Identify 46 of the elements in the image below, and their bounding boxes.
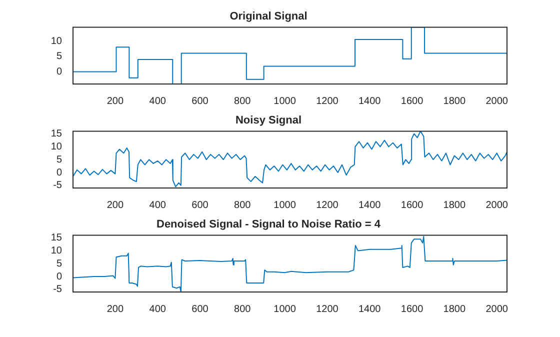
x-tick-label: 1200 xyxy=(316,304,339,315)
x-tick-label: 1000 xyxy=(274,96,296,107)
x-tick-label: 200 xyxy=(106,96,124,107)
y-tick-label: 5 xyxy=(56,258,62,270)
x-tick-label: 1600 xyxy=(400,304,424,315)
x-tick-label: 600 xyxy=(192,304,209,315)
y-tick-label: 0 xyxy=(56,271,62,282)
x-tick-label: 800 xyxy=(234,304,252,315)
chart-title: Denoised Signal - Signal to Noise Ratio = 4 xyxy=(156,218,382,231)
x-tick-label: 1400 xyxy=(358,304,382,315)
x-tick-label: 800 xyxy=(234,200,252,211)
y-tick-label: -5 xyxy=(53,180,62,192)
x-tick-label: 1600 xyxy=(400,200,424,211)
chart-title: Original Signal xyxy=(230,10,308,23)
x-tick-label: 1000 xyxy=(274,304,296,315)
y-tick-label: 10 xyxy=(50,141,62,152)
y-tick-label: -5 xyxy=(53,284,62,296)
x-tick-label: 1800 xyxy=(443,304,466,315)
x-tick-label: 600 xyxy=(192,200,209,211)
y-tick-label: 0 xyxy=(56,167,62,178)
y-tick-label: 15 xyxy=(50,232,62,244)
x-tick-label: 400 xyxy=(149,200,166,211)
y-tick-label: 15 xyxy=(50,128,62,140)
x-tick-label: 2000 xyxy=(486,200,508,211)
x-tick-label: 1000 xyxy=(274,200,296,211)
x-tick-label: 600 xyxy=(192,96,209,107)
x-tick-label: 1600 xyxy=(400,96,424,107)
x-tick-label: 200 xyxy=(106,304,124,315)
x-tick-label: 1400 xyxy=(358,96,382,107)
x-tick-label: 1400 xyxy=(358,200,382,211)
chart-title: Noisy Signal xyxy=(235,114,302,127)
x-tick-label: 800 xyxy=(234,96,252,107)
x-tick-label: 400 xyxy=(149,304,166,315)
x-tick-label: 400 xyxy=(149,96,166,107)
y-tick-label: 10 xyxy=(50,36,62,47)
x-tick-label: 1200 xyxy=(316,96,339,107)
y-tick-label: 5 xyxy=(56,154,62,166)
x-tick-label: 1800 xyxy=(443,96,466,107)
x-tick-label: 2000 xyxy=(486,304,508,315)
x-tick-label: 2000 xyxy=(486,96,508,107)
x-tick-label: 1200 xyxy=(316,200,339,211)
x-tick-label: 200 xyxy=(106,200,124,211)
y-tick-label: 0 xyxy=(56,66,62,78)
y-tick-label: 5 xyxy=(56,51,62,62)
x-tick-label: 1800 xyxy=(443,200,466,211)
y-tick-label: 10 xyxy=(50,245,62,256)
